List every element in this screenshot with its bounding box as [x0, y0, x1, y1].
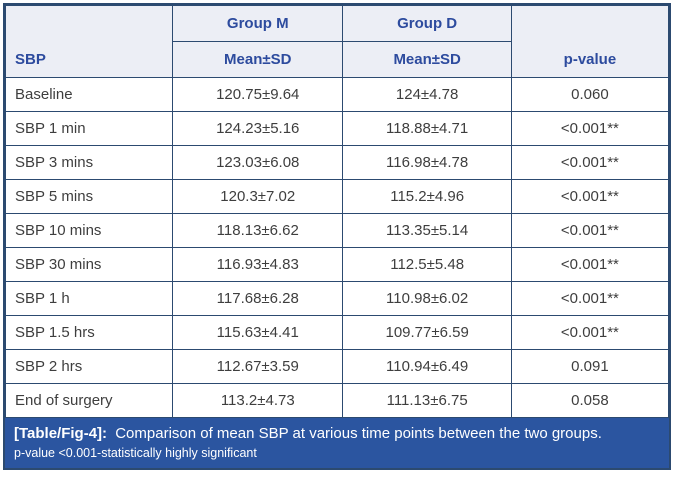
table-row-sbp-10-mins: SBP 10 mins 118.13±6.62 113.35±5.14 <0.0…: [4, 213, 670, 248]
group-d-value: 113.35±5.14: [342, 213, 512, 248]
p-value: <0.001**: [510, 145, 670, 180]
row-label: SBP 1 h: [4, 281, 174, 316]
p-value: 0.091: [510, 349, 670, 384]
column-header-sbp: SBP: [4, 5, 174, 78]
group-m-value: 124.23±5.16: [172, 111, 344, 146]
group-m-value: 118.13±6.62: [172, 213, 344, 248]
p-value: <0.001**: [510, 315, 670, 350]
table-row-sbp-1-min: SBP 1 min 124.23±5.16 118.88±4.71 <0.001…: [4, 111, 670, 146]
group-d-value: 118.88±4.71: [342, 111, 512, 146]
p-value: <0.001**: [510, 247, 670, 282]
caption-main: [Table/Fig-4]: Comparison of mean SBP at…: [14, 424, 660, 444]
p-value: <0.001**: [510, 111, 670, 146]
figure-caption: [Table/Fig-4]: Comparison of mean SBP at…: [5, 418, 669, 469]
group-m-value: 112.67±3.59: [172, 349, 344, 384]
column-subheader-mean-sd-m: Mean±SD: [172, 41, 344, 78]
column-subheader-mean-sd-d: Mean±SD: [342, 41, 512, 78]
row-label: SBP 3 mins: [4, 145, 174, 180]
group-d-value: 112.5±5.48: [342, 247, 512, 282]
row-label: SBP 10 mins: [4, 213, 174, 248]
group-m-value: 116.93±4.83: [172, 247, 344, 282]
sbp-comparison-table: SBP Group M Group D p-value Mean±SD Mean…: [4, 5, 670, 418]
p-value: 0.058: [510, 383, 670, 418]
column-header-p-value: p-value: [510, 5, 670, 78]
row-label: SBP 2 hrs: [4, 349, 174, 384]
caption-text: Comparison of mean SBP at various time p…: [115, 425, 602, 442]
group-m-value: 120.3±7.02: [172, 179, 344, 214]
table-row-sbp-5-mins: SBP 5 mins 120.3±7.02 115.2±4.96 <0.001*…: [4, 179, 670, 214]
header-row-mean-sd: Mean±SD Mean±SD: [6, 41, 669, 78]
group-d-value: 111.13±6.75: [342, 383, 512, 418]
row-label: SBP 5 mins: [4, 179, 174, 214]
p-value: 0.060: [510, 77, 670, 112]
p-value: <0.001**: [510, 179, 670, 214]
table-row-sbp-2-hrs: SBP 2 hrs 112.67±3.59 110.94±6.49 0.091: [4, 349, 670, 384]
table-row-baseline: Baseline 120.75±9.64 124±4.78 0.060: [4, 77, 670, 112]
table-row-end-of-surgery: End of surgery 113.2±4.73 111.13±6.75 0.…: [4, 383, 670, 418]
group-d-value: 110.98±6.02: [342, 281, 512, 316]
row-label: Baseline: [4, 77, 174, 112]
caption-tag: [Table/Fig-4]:: [14, 425, 108, 442]
table-row-sbp-3-mins: SBP 3 mins 123.03±6.08 116.98±4.78 <0.00…: [4, 145, 670, 180]
group-d-value: 109.77±6.59: [342, 315, 512, 350]
group-d-value: 115.2±4.96: [342, 179, 512, 214]
column-header-group-m: Group M: [172, 5, 344, 42]
group-m-value: 120.75±9.64: [172, 77, 344, 112]
group-m-value: 113.2±4.73: [172, 383, 344, 418]
group-m-value: 117.68±6.28: [172, 281, 344, 316]
group-d-value: 110.94±6.49: [342, 349, 512, 384]
table-body: Baseline 120.75±9.64 124±4.78 0.060 SBP …: [4, 77, 670, 418]
table-header: SBP Group M Group D p-value Mean±SD Mean…: [4, 5, 670, 78]
row-label: End of surgery: [4, 383, 174, 418]
row-label: SBP 1 min: [4, 111, 174, 146]
row-label: SBP 1.5 hrs: [4, 315, 174, 350]
group-m-value: 123.03±6.08: [172, 145, 344, 180]
table-row-sbp-30-mins: SBP 30 mins 116.93±4.83 112.5±5.48 <0.00…: [4, 247, 670, 282]
column-header-group-d: Group D: [342, 5, 512, 42]
table-figure: SBP Group M Group D p-value Mean±SD Mean…: [3, 3, 671, 471]
group-d-value: 116.98±4.78: [342, 145, 512, 180]
caption-note: p-value <0.001-statistically highly sign…: [14, 445, 257, 460]
p-value: <0.001**: [510, 213, 670, 248]
header-row-groups: SBP Group M Group D p-value: [4, 5, 670, 78]
row-label: SBP 30 mins: [4, 247, 174, 282]
group-d-value: 124±4.78: [342, 77, 512, 112]
p-value: <0.001**: [510, 281, 670, 316]
table-row-sbp-1-h: SBP 1 h 117.68±6.28 110.98±6.02 <0.001**: [4, 281, 670, 316]
group-m-value: 115.63±4.41: [172, 315, 344, 350]
table-row-sbp-1-5-hrs: SBP 1.5 hrs 115.63±4.41 109.77±6.59 <0.0…: [4, 315, 670, 350]
